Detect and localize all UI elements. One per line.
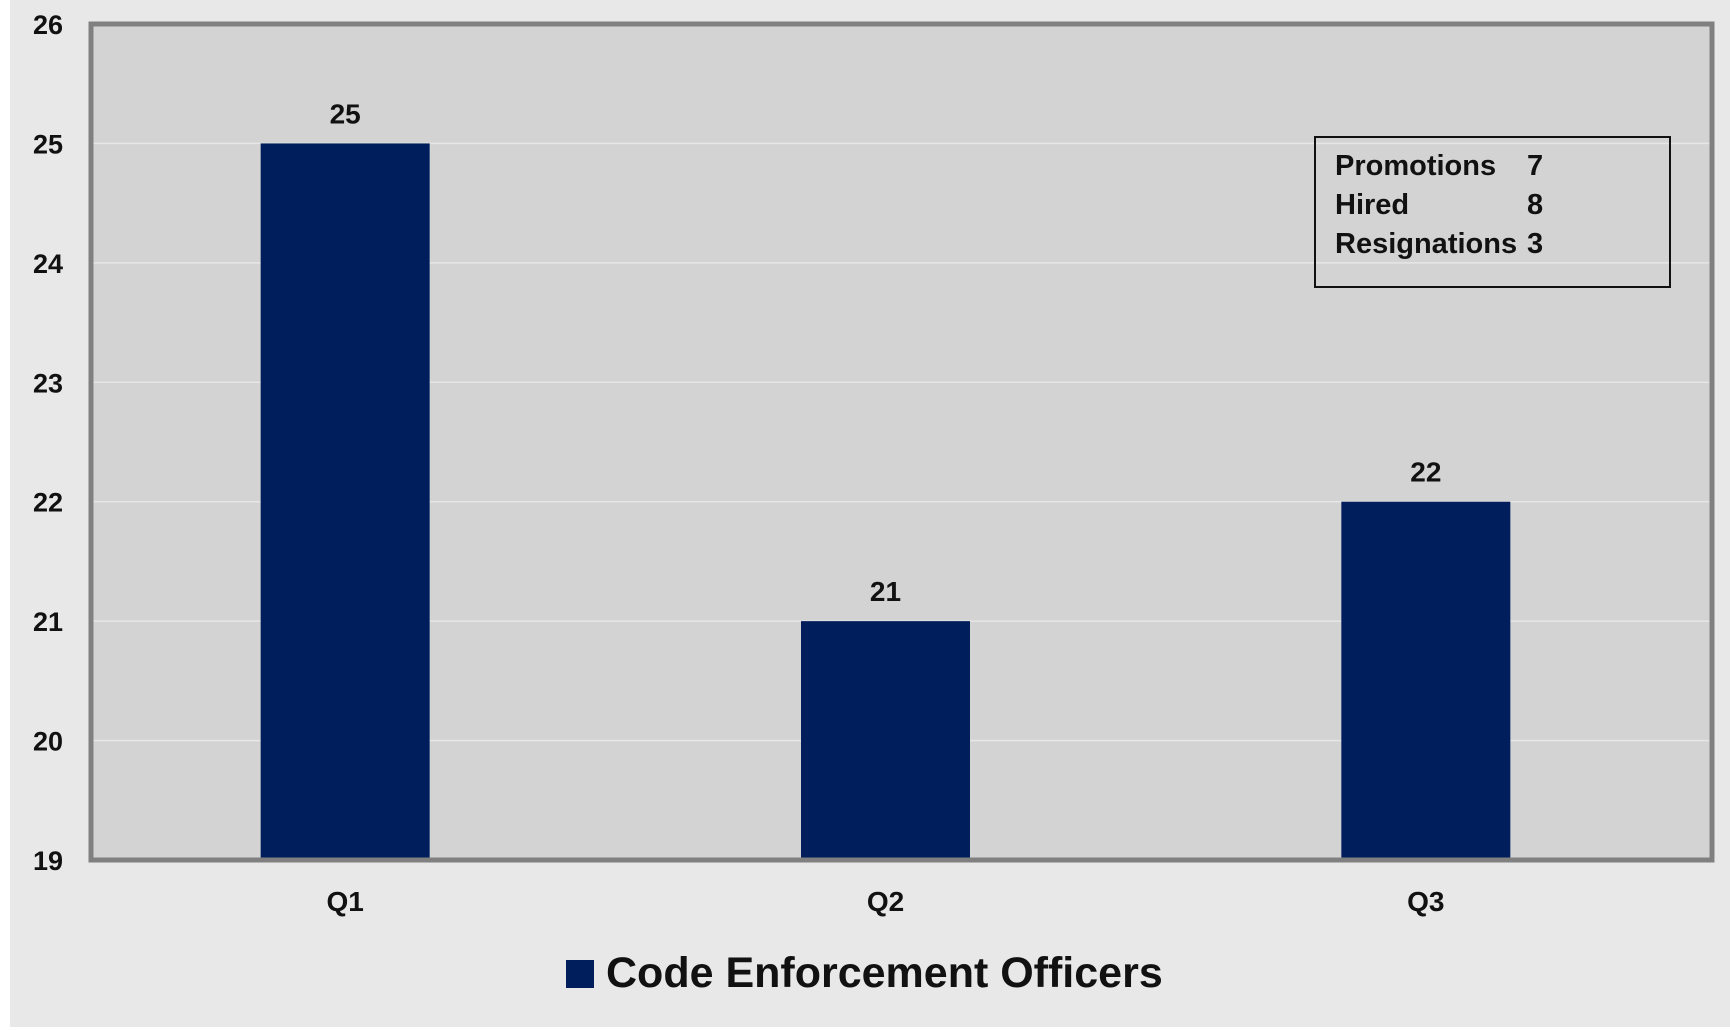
x-axis-categories: Q1 Q2 Q3 bbox=[326, 886, 1444, 917]
x-tick-label: Q1 bbox=[326, 886, 363, 917]
data-labels: 25 21 22 bbox=[330, 98, 1442, 607]
data-label: 25 bbox=[330, 98, 361, 129]
bar bbox=[260, 143, 430, 860]
plot-border bbox=[88, 21, 1715, 863]
stat-value: 8 bbox=[1527, 189, 1543, 221]
y-tick-label: 22 bbox=[33, 488, 63, 518]
y-tick-label: 25 bbox=[33, 129, 63, 159]
bar bbox=[1341, 501, 1511, 860]
stats-box: Promotions 7 Hired 8 Resignations 3 bbox=[1314, 136, 1671, 288]
y-tick-label: 21 bbox=[33, 607, 63, 637]
y-axis-ticks: 19 20 21 22 23 24 25 26 bbox=[33, 10, 63, 876]
legend-label: Code Enforcement Officers bbox=[606, 949, 1163, 997]
stat-value: 7 bbox=[1527, 150, 1543, 182]
legend-swatch bbox=[566, 960, 594, 988]
data-label: 22 bbox=[1410, 457, 1441, 488]
stat-value: 3 bbox=[1527, 228, 1543, 260]
bar bbox=[801, 621, 970, 860]
stat-label: Promotions bbox=[1335, 150, 1496, 182]
y-tick-label: 24 bbox=[33, 249, 63, 279]
x-tick-label: Q2 bbox=[867, 886, 904, 917]
stat-label: Hired bbox=[1335, 189, 1409, 221]
y-tick-label: 26 bbox=[33, 10, 63, 40]
y-tick-label: 23 bbox=[33, 368, 63, 398]
y-tick-label: 20 bbox=[33, 727, 63, 757]
stats-box-frame bbox=[1314, 136, 1671, 288]
x-tick-label: Q3 bbox=[1407, 886, 1444, 917]
legend: Code Enforcement Officers bbox=[566, 949, 1163, 997]
bars bbox=[260, 143, 1511, 860]
data-label: 21 bbox=[870, 576, 901, 607]
y-tick-label: 19 bbox=[33, 846, 63, 876]
stat-label: Resignations bbox=[1335, 228, 1517, 260]
